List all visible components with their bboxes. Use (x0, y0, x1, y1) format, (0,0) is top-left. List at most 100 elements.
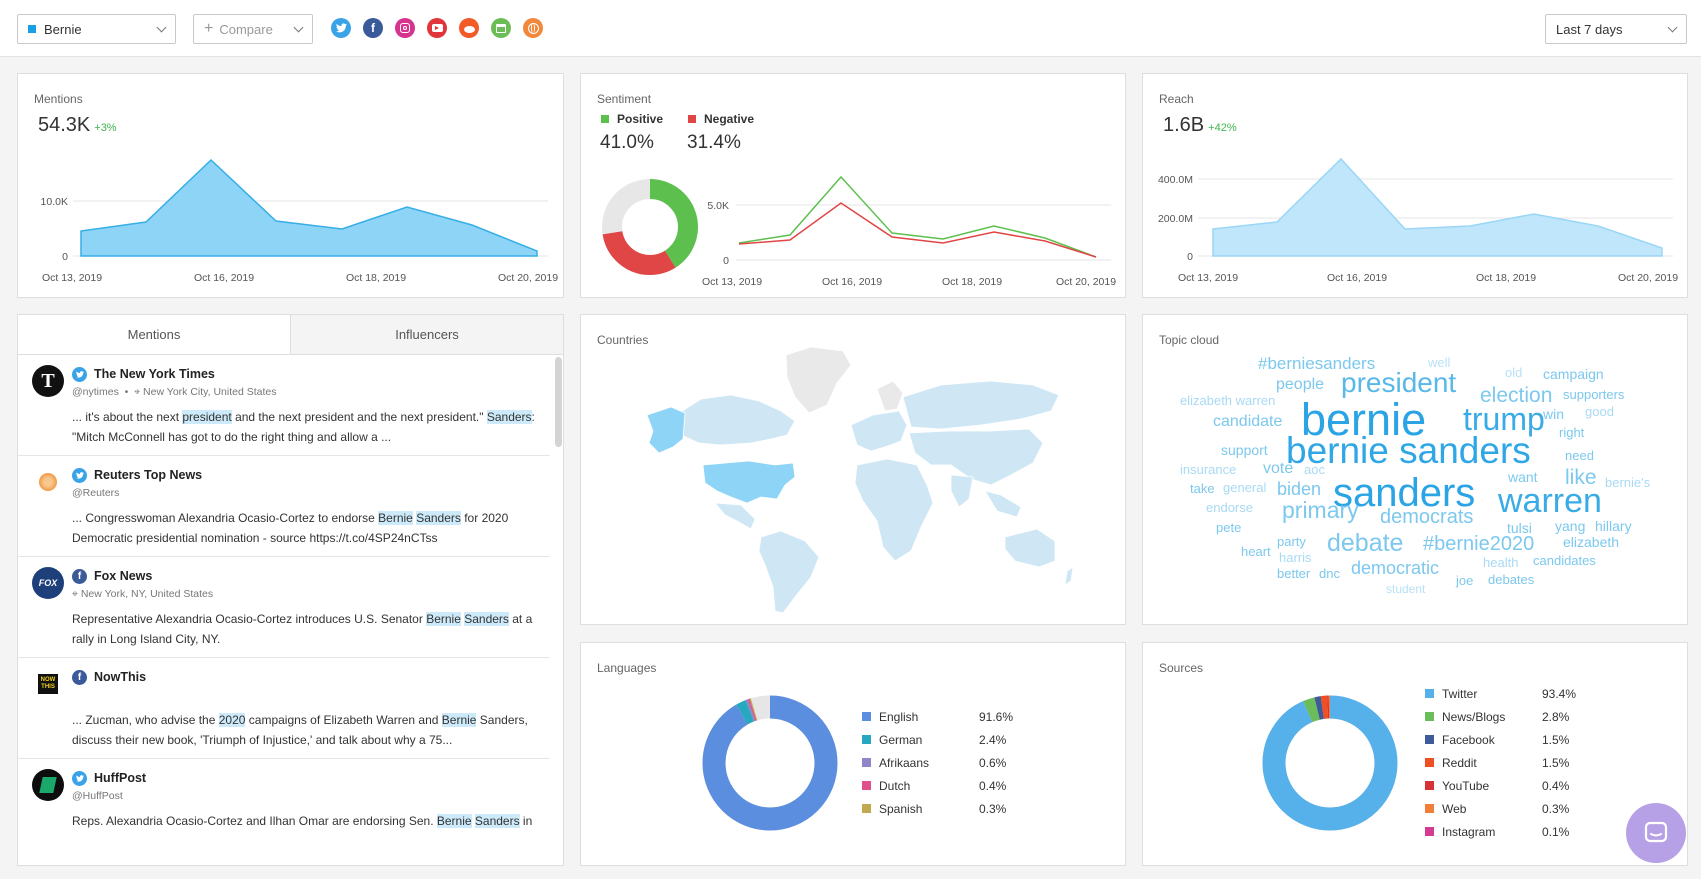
mention-item[interactable]: NOW THIS f NowThis ... Zucman, who advise… (18, 658, 550, 759)
twitter-icon[interactable] (331, 18, 351, 38)
topic-word[interactable]: like (1565, 466, 1597, 489)
legend-value: 0.6% (979, 755, 1007, 770)
topic-word[interactable]: people (1276, 376, 1325, 393)
topic-word[interactable]: take (1190, 481, 1215, 496)
topic-word[interactable]: warren (1498, 482, 1602, 520)
web-icon[interactable] (523, 18, 543, 38)
topic-word[interactable]: health (1483, 555, 1519, 570)
topic-word[interactable]: biden (1277, 479, 1322, 499)
topic-cloud-card: Topic cloud #berniesanders well old camp… (1142, 314, 1688, 625)
negative-label: Negative (704, 112, 755, 126)
topic-word[interactable]: bernie's (1605, 475, 1651, 490)
topic-word[interactable]: right (1559, 425, 1585, 440)
card-title: Sentiment (597, 92, 652, 106)
topic-word[interactable]: bernie sanders (1286, 430, 1531, 471)
chat-widget-button[interactable] (1626, 803, 1686, 863)
topic-word[interactable]: student (1386, 582, 1426, 596)
topic-word[interactable]: bernie (1301, 394, 1427, 445)
map-europe (850, 410, 908, 452)
highlight: Sanders (464, 612, 509, 626)
topic-word[interactable]: candidates (1533, 553, 1596, 568)
date-range-select[interactable]: Last 7 days (1545, 14, 1687, 44)
topic-word[interactable]: democratic (1351, 558, 1440, 578)
topic-word[interactable]: democrats (1380, 506, 1474, 528)
legend-value: 2.4% (979, 732, 1007, 747)
topic-word[interactable]: pete (1216, 520, 1242, 535)
mention-item[interactable]: FOX f Fox News ⌖ New York, NY, United St… (18, 557, 550, 658)
author-name[interactable]: Fox News (94, 569, 153, 583)
topic-word[interactable]: want (1508, 469, 1538, 485)
topic-word[interactable]: general (1223, 480, 1267, 495)
legend-row: Facebook 1.5% (1425, 728, 1576, 751)
map-usa (702, 460, 796, 504)
topic-word[interactable]: elizabeth warren (1180, 393, 1276, 408)
topic-word[interactable]: supporters (1563, 387, 1625, 402)
author-name[interactable]: The New York Times (94, 367, 215, 381)
compare-select[interactable]: + Compare (193, 14, 313, 44)
legend-label: YouTube (1442, 778, 1490, 793)
topic-word[interactable]: old (1505, 365, 1523, 380)
instagram-icon[interactable] (395, 18, 415, 38)
author-name[interactable]: NowThis (94, 670, 147, 684)
legend-label: Reddit (1442, 755, 1477, 770)
tab-influencers[interactable]: Influencers (290, 315, 563, 354)
keyword-select[interactable]: Bernie (17, 14, 176, 44)
author-name[interactable]: Reuters Top News (94, 468, 203, 482)
topic-word[interactable]: hillary (1595, 518, 1632, 534)
facebook-icon[interactable]: f (363, 18, 383, 38)
topic-word[interactable]: well (1428, 355, 1451, 370)
topic-word[interactable]: need (1565, 448, 1594, 463)
topic-word[interactable]: heart (1241, 544, 1271, 559)
positive-swatch (601, 115, 609, 123)
author-name[interactable]: HuffPost (94, 771, 147, 785)
topic-word[interactable]: party (1277, 534, 1306, 549)
topic-word[interactable]: primary (1282, 497, 1359, 523)
topic-word[interactable]: campaign (1543, 366, 1604, 382)
mention-item[interactable]: T The New York Times @nytimes • ⌖ New Yo… (18, 355, 550, 456)
topic-word[interactable]: trump (1463, 401, 1545, 437)
topic-word[interactable]: tulsi (1507, 520, 1532, 536)
topic-word[interactable]: aoc (1304, 462, 1325, 477)
languages-donut (702, 695, 838, 831)
topic-word[interactable]: win (1543, 406, 1565, 422)
legend-row: Instagram 0.1% (1425, 820, 1576, 843)
topic-word[interactable]: endorse (1206, 500, 1253, 515)
topic-word[interactable]: #berniesanders (1258, 354, 1376, 373)
topic-word[interactable]: elizabeth (1563, 534, 1620, 550)
mention-item[interactable]: HuffPost @HuffPost Reps. Alexandria Ocas… (18, 759, 550, 835)
topic-word[interactable]: president (1341, 367, 1457, 398)
topic-word[interactable]: candidate (1213, 413, 1283, 430)
twitter-icon (72, 771, 87, 786)
topic-word[interactable]: yang (1555, 518, 1586, 534)
reddit-icon[interactable] (459, 18, 479, 38)
positive-slice (602, 179, 698, 275)
top-toolbar: Bernie + Compare f Last 7 days (0, 0, 1701, 57)
topic-word[interactable]: debates (1488, 572, 1535, 587)
topic-word[interactable]: good (1585, 404, 1614, 419)
reach-chart: 400.0M 200.0M 0 Oct 13, 2019 Oct 16, 201… (1158, 157, 1678, 284)
chevron-down-icon (293, 22, 304, 33)
feed-scrollbar[interactable] (555, 357, 562, 447)
topic-word[interactable]: sanders (1333, 471, 1476, 515)
topic-word[interactable]: joe (1456, 573, 1474, 588)
avatar: NOW THIS (32, 668, 64, 700)
author-meta: ⌖ New York, NY, United States (72, 588, 213, 601)
tab-mentions[interactable]: Mentions (127, 327, 181, 342)
topic-word[interactable]: harris (1279, 550, 1312, 565)
x-tick: Oct 20, 2019 (1618, 272, 1678, 284)
news-icon[interactable] (491, 18, 511, 38)
text-segment: Reps. Alexandria Ocasio-Cortez and Ilhan… (72, 814, 437, 828)
legend-row: Reddit 1.5% (1425, 751, 1576, 774)
topic-word[interactable]: debate (1327, 529, 1404, 557)
topic-word[interactable]: insurance (1180, 462, 1237, 477)
topic-word[interactable]: vote (1263, 460, 1294, 477)
topic-word[interactable]: election (1480, 384, 1553, 407)
topic-word[interactable]: dnc (1319, 566, 1340, 581)
youtube-icon[interactable] (427, 18, 447, 38)
topic-word[interactable]: #bernie2020 (1423, 533, 1535, 555)
topic-word[interactable]: better (1277, 566, 1311, 581)
x-tick: Oct 20, 2019 (498, 272, 558, 284)
topic-word[interactable]: support (1221, 442, 1268, 458)
author-location: New York, NY, United States (80, 588, 214, 600)
mention-item[interactable]: Reuters Top News @Reuters ... Congresswo… (18, 456, 550, 557)
